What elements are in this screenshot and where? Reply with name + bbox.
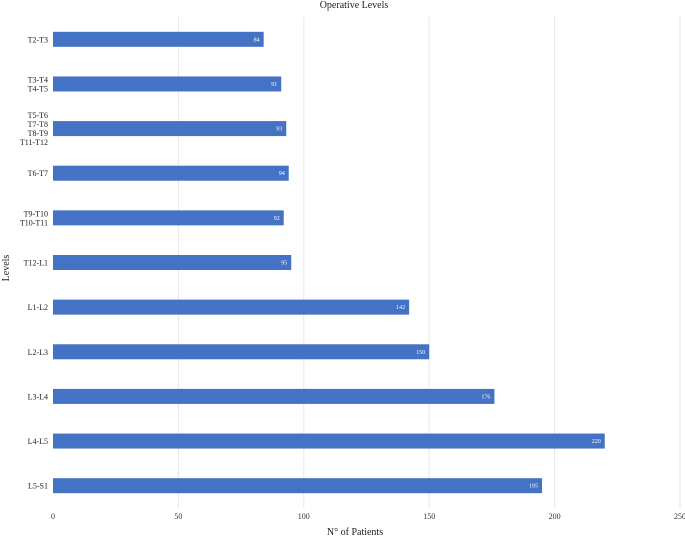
category-label-line: L2-L3 bbox=[28, 348, 48, 357]
category-label-line: T11-T12 bbox=[20, 138, 48, 147]
category-label-line: L3-L4 bbox=[28, 392, 48, 401]
x-tick-label: 150 bbox=[423, 512, 435, 521]
grid-layer bbox=[177, 17, 681, 508]
bar bbox=[53, 31, 264, 47]
x-tick-label: 0 bbox=[51, 512, 55, 521]
data-label: 150 bbox=[416, 350, 425, 356]
category-label: T12-L1 bbox=[24, 259, 48, 268]
x-tick-label: 100 bbox=[298, 512, 310, 521]
category-label-line: T6-T7 bbox=[28, 169, 48, 178]
category-label: T5-T6 T7-T8 T8-T9 T11-T12 bbox=[20, 111, 48, 147]
category-label-line: L5-S1 bbox=[28, 482, 48, 491]
category-label-line: T10-T11 bbox=[20, 218, 48, 227]
category-label: L3-L4 bbox=[28, 392, 48, 401]
category-label: L2-L3 bbox=[28, 348, 48, 357]
category-label: T6-T7 bbox=[28, 169, 48, 178]
data-label: 142 bbox=[396, 305, 405, 311]
data-label: 176 bbox=[481, 394, 490, 400]
bar bbox=[53, 76, 282, 92]
bar bbox=[53, 299, 410, 315]
data-label: 92 bbox=[274, 216, 280, 222]
category-label-line: T5-T6 bbox=[28, 111, 48, 120]
category-label-line: T7-T8 bbox=[28, 120, 48, 129]
category-label: T3-T4 T4-T5 bbox=[28, 75, 48, 93]
category-label-line: T4-T5 bbox=[28, 84, 48, 93]
category-label-line: L1-L2 bbox=[28, 303, 48, 312]
chart-title: Operative Levels bbox=[320, 0, 389, 11]
bar bbox=[53, 210, 284, 226]
category-label-line: T9-T10 bbox=[24, 209, 48, 218]
bar bbox=[53, 388, 495, 404]
data-label: 91 bbox=[271, 82, 277, 88]
category-label: T2-T3 bbox=[28, 35, 48, 44]
category-label: T9-T10 T10-T11 bbox=[20, 209, 48, 227]
bar bbox=[53, 478, 543, 494]
y-axis-label: Levels bbox=[1, 255, 12, 282]
bar bbox=[53, 433, 605, 449]
data-label: 94 bbox=[279, 171, 285, 177]
category-label: L5-S1 bbox=[28, 482, 48, 491]
x-tick-label: 50 bbox=[174, 512, 182, 521]
category-label-line: L4-L5 bbox=[28, 437, 48, 446]
bar bbox=[53, 165, 289, 181]
bar bbox=[53, 121, 287, 137]
category-label-line: T8-T9 bbox=[28, 129, 48, 138]
x-tick-label: 250 bbox=[674, 512, 685, 521]
bars-layer: 84 91 93 94 92 95 142 150 176 220 195 bbox=[53, 31, 605, 494]
x-tick-label: 200 bbox=[549, 512, 561, 521]
x-axis-label: N° of Patients bbox=[327, 527, 383, 538]
bar bbox=[53, 344, 430, 360]
x-tick-labels: 0 50 100 150 200 250 bbox=[51, 512, 685, 521]
data-label: 220 bbox=[592, 439, 601, 445]
category-label-line: T12-L1 bbox=[24, 259, 48, 268]
data-label: 195 bbox=[529, 484, 538, 490]
category-labels: T2-T3 T3-T4 T4-T5 T5-T6 T7-T8 T8-T9 T11-T12 T6-… bbox=[20, 35, 48, 490]
bar bbox=[53, 255, 292, 270]
category-label: L4-L5 bbox=[28, 437, 48, 446]
category-label: L1-L2 bbox=[28, 303, 48, 312]
category-label-line: T2-T3 bbox=[28, 35, 48, 44]
data-label: 95 bbox=[281, 261, 287, 267]
data-label: 93 bbox=[276, 127, 282, 133]
category-label-line: T3-T4 bbox=[28, 75, 48, 84]
data-label: 84 bbox=[254, 37, 260, 43]
